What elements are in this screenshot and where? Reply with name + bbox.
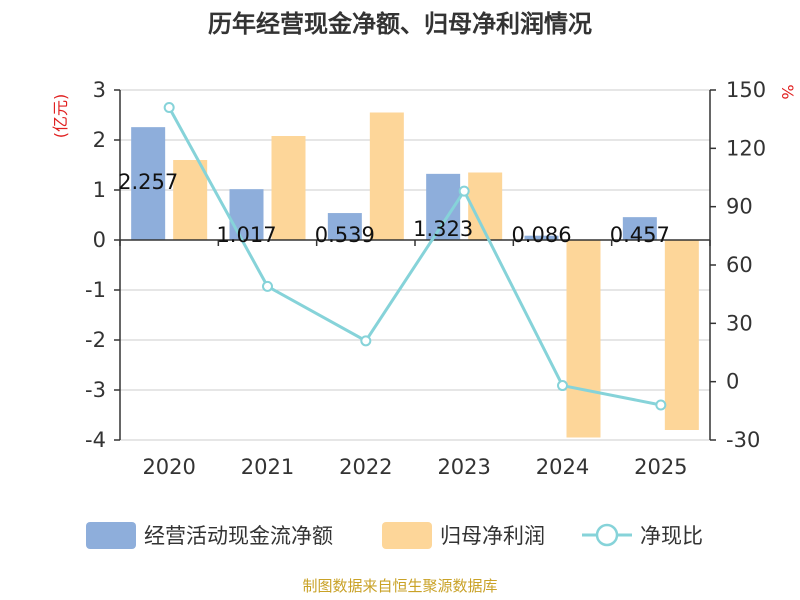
data-label: 1.323 bbox=[413, 217, 473, 241]
bar-net-profit bbox=[271, 136, 306, 240]
ratio-line bbox=[167, 106, 662, 407]
chart-title: 历年经营现金净额、归母净利润情况 bbox=[208, 10, 592, 38]
bar-cashflow bbox=[229, 189, 264, 240]
legend-swatch-net-profit bbox=[382, 522, 432, 549]
category-label: 2024 bbox=[536, 455, 589, 479]
source-note: 制图数据来自恒生聚源数据库 bbox=[302, 577, 497, 595]
data-label: 0.457 bbox=[610, 223, 670, 247]
bar-net-profit bbox=[468, 172, 503, 240]
bar-net-profit bbox=[369, 112, 404, 240]
right-tick-label: 30 bbox=[726, 311, 753, 335]
legend-label-cashflow: 经营活动现金流净额 bbox=[144, 524, 333, 548]
ratio-point bbox=[655, 399, 667, 411]
bar-cashflow bbox=[327, 213, 362, 240]
right-tick-label: 120 bbox=[726, 136, 766, 160]
ratio-point bbox=[458, 185, 470, 197]
legend[interactable]: 经营活动现金流净额 归母净利润 净现比 bbox=[86, 522, 703, 549]
right-tick-label: 60 bbox=[726, 253, 753, 277]
legend-label-net-profit: 归母净利润 bbox=[440, 524, 545, 548]
data-label: 1.017 bbox=[216, 223, 276, 247]
category-label: 2025 bbox=[634, 455, 687, 479]
left-tick-label: 0 bbox=[93, 228, 106, 252]
left-tick-label: -3 bbox=[85, 378, 106, 402]
left-tick-label: -4 bbox=[85, 428, 106, 452]
axes bbox=[114, 89, 716, 441]
bar-net-profit bbox=[566, 240, 601, 438]
right-tick-label: 150 bbox=[726, 78, 766, 102]
left-tick-label: -2 bbox=[85, 328, 106, 352]
ratio-point bbox=[163, 102, 175, 113]
data-labels: 2.257 1.017 0.539 1.323 0.086 0.457 bbox=[118, 170, 670, 247]
legend-marker-ratio bbox=[595, 523, 619, 547]
data-label: 2.257 bbox=[118, 170, 178, 194]
bar-cashflow bbox=[131, 127, 166, 240]
ratio-point bbox=[262, 280, 273, 292]
data-label: 0.539 bbox=[315, 223, 375, 247]
line-series bbox=[163, 102, 667, 411]
right-axis-unit: % bbox=[778, 84, 797, 99]
bar-series bbox=[131, 112, 699, 438]
bar-net-profit bbox=[173, 160, 208, 240]
gridlines bbox=[120, 89, 710, 441]
right-tick-label: 0 bbox=[726, 370, 739, 394]
category-label: 2020 bbox=[142, 455, 195, 479]
bar-cashflow bbox=[622, 217, 657, 240]
right-tick-label: 90 bbox=[726, 195, 753, 219]
left-tick-label: 2 bbox=[93, 128, 106, 152]
left-tick-label: 3 bbox=[93, 78, 106, 102]
tick-labels: 3 2 1 0 -1 -2 -3 -4 150 120 90 60 30 0 -30 2020 2021 2022… bbox=[85, 78, 766, 479]
bar-cashflow bbox=[524, 235, 559, 240]
left-axis-unit: (亿元) bbox=[51, 94, 70, 139]
right-tick-label: -30 bbox=[726, 428, 760, 452]
data-label: 0.086 bbox=[511, 223, 571, 247]
left-tick-label: -1 bbox=[85, 278, 106, 302]
legend-label-ratio: 净现比 bbox=[640, 524, 703, 548]
bar-net-profit bbox=[664, 240, 699, 430]
left-tick-label: 1 bbox=[93, 178, 106, 202]
ratio-point bbox=[557, 380, 568, 392]
ratio-point bbox=[360, 335, 372, 347]
category-label: 2022 bbox=[339, 455, 392, 479]
legend-swatch-cashflow bbox=[86, 522, 136, 549]
category-label: 2021 bbox=[241, 455, 294, 479]
category-label: 2023 bbox=[437, 455, 490, 479]
